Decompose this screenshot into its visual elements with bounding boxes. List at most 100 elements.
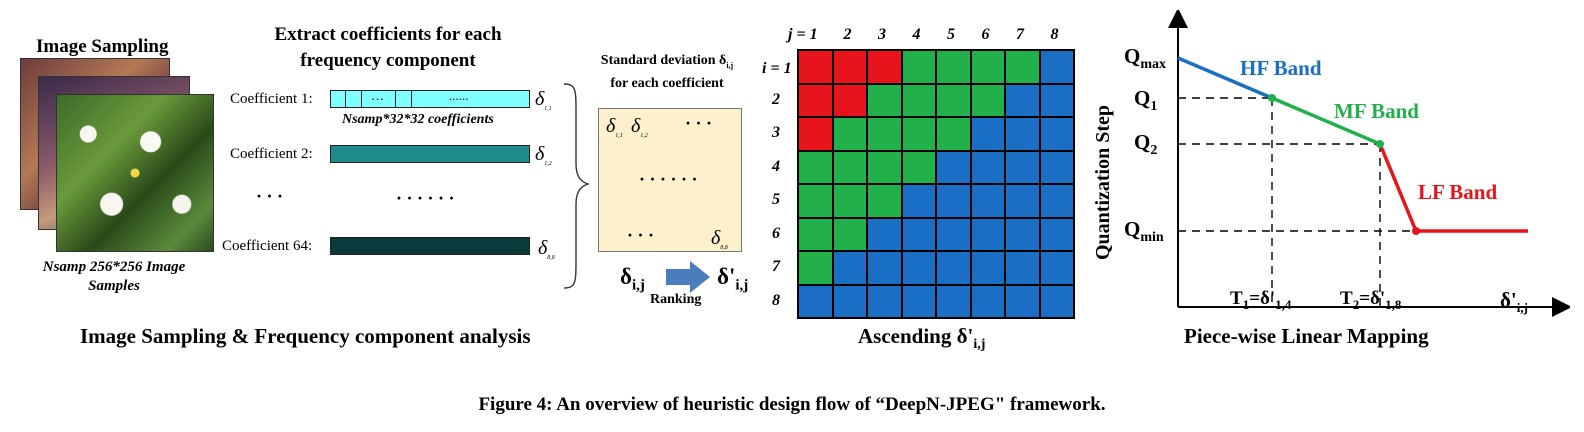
col-header: 6 (981, 26, 990, 43)
image-sampling-title: Image Sampling (36, 36, 169, 57)
q1-letter: Q (1134, 86, 1151, 110)
grid-cell (1039, 217, 1074, 251)
grid-caption-text: Ascending δ' (858, 324, 974, 348)
grid-cell (1039, 150, 1074, 184)
coefficient-1-bar: … ...... (330, 88, 530, 108)
col-header: 3 (878, 26, 886, 43)
coefficient-64-label: Coefficient 64: (222, 238, 313, 254)
t1-eq-sub: 1,4 (1275, 296, 1292, 312)
sigma-symbol: δ (606, 115, 616, 137)
left-ellipsis: · · · (256, 186, 284, 206)
grid-cell (832, 117, 867, 151)
grid-cell (901, 284, 936, 318)
rank-to-sub: i,j (735, 277, 749, 294)
t2-letter: T (1340, 288, 1353, 309)
grid-cell (936, 150, 971, 184)
mf-band-label: MF Band (1334, 99, 1419, 123)
grouping-brace (563, 83, 591, 289)
t2-label: T2=δ'1,8 (1340, 288, 1401, 313)
row-header: 6 (772, 224, 780, 242)
piecewise-mapping-plot (1168, 10, 1570, 317)
row-header: 3 (772, 124, 780, 141)
grid-cell (1005, 83, 1040, 117)
row-header: 7 (772, 258, 780, 275)
breakpoint-2 (1376, 140, 1384, 148)
t1-label: T1=δ'1,4 (1230, 288, 1291, 313)
coefficient-2-label: Coefficient 2: (230, 146, 313, 162)
t2-sub: 2 (1352, 296, 1360, 312)
grid-cell (1039, 83, 1074, 117)
sigma-1-2-in-box: δ1,2 (631, 115, 648, 139)
grid-cell (936, 217, 971, 251)
sigma-index: 8,8 (547, 255, 555, 261)
t2-eq: =δ' (1359, 288, 1386, 309)
image-samples-caption: Nsamp 256*256 Image Samples (14, 258, 214, 296)
q2-sub: 2 (1150, 143, 1158, 159)
grid-cell (867, 117, 902, 151)
row-header: 8 (772, 291, 780, 309)
grid-cell (798, 50, 833, 84)
grid-cell (901, 117, 936, 151)
q1-sub: 1 (1150, 99, 1158, 115)
col-header-1: j = 1 (788, 26, 818, 43)
sigma-index: 8,8 (720, 245, 728, 251)
col-header: 7 (1016, 26, 1024, 43)
mf-band-segment (1271, 96, 1381, 146)
extract-coefficients-title: Extract coefficients for each frequency … (238, 22, 538, 74)
box-bottom-dots: · · · (627, 225, 655, 245)
ranking-arrow-icon (666, 261, 710, 293)
grid-cell (970, 184, 1005, 218)
rank-from-symbol: δ (620, 264, 632, 289)
grid-cell (867, 150, 902, 184)
coefficient-count-label: Nsamp*32*32 coefficients (342, 112, 494, 127)
grid-cell (970, 150, 1005, 184)
grid-caption-sub: i,j (973, 337, 986, 353)
image-samples-caption-line2: Samples (88, 278, 140, 294)
q2-letter: Q (1134, 130, 1151, 154)
grid-cell (867, 83, 902, 117)
grid-cell (798, 184, 833, 218)
q2-label: Q2 (1134, 130, 1157, 159)
grid-cell (798, 117, 833, 151)
box-top-dots: · · · (685, 113, 713, 133)
mapping-caption: Piece-wise Linear Mapping (1184, 324, 1429, 348)
sigma-symbol: δ (711, 227, 721, 249)
grid-cell (970, 50, 1005, 84)
coefficient-1-label: Coefficient 1: (230, 91, 313, 107)
q-min-letter: Q (1124, 217, 1141, 241)
col-header: 2 (843, 26, 852, 43)
grid-cell (798, 251, 833, 285)
grid-cell (936, 83, 971, 117)
grid-cell (936, 284, 971, 318)
sigma-symbol: δ (538, 237, 548, 259)
grid-cell (1039, 284, 1074, 318)
coefficient-64-bar (330, 237, 530, 255)
grid-cell (1039, 50, 1074, 84)
analysis-caption: Image Sampling & Frequency component ana… (80, 324, 531, 348)
sigma-symbol: δ (535, 143, 545, 165)
grid-cell (1039, 251, 1074, 285)
grid-cell (1039, 117, 1074, 151)
grid-cell (867, 184, 902, 218)
grid-cell (970, 217, 1005, 251)
rank-to-sigma: δ'i,j (717, 264, 748, 295)
grid-cell (832, 184, 867, 218)
grid-cell (832, 251, 867, 285)
grid-cell (832, 284, 867, 318)
std-dev-matrix-box: δ1,1 δ1,2 · · · · · · · · · · · · δ8,8 (598, 108, 742, 252)
sigma-index: 1,2 (544, 161, 552, 167)
q-max-label: Qmax (1124, 44, 1166, 73)
x-axis-label-text: δ' (1500, 288, 1517, 312)
extract-title-line2: frequency component (300, 50, 476, 71)
grid-cell (1039, 184, 1074, 218)
box-middle-dots: · · · · · · (639, 169, 698, 189)
grid-cell (1005, 251, 1040, 285)
image-samples-caption-line1: Nsamp 256*256 Image (42, 259, 186, 275)
grid-cell (867, 50, 902, 84)
grid-cell (798, 284, 833, 318)
grid-cell (970, 251, 1005, 285)
grid-cell (936, 251, 971, 285)
grid-cell (798, 83, 833, 117)
sigma-index: 1,2 (640, 133, 648, 139)
grid-caption: Ascending δ'i,j (858, 324, 985, 353)
